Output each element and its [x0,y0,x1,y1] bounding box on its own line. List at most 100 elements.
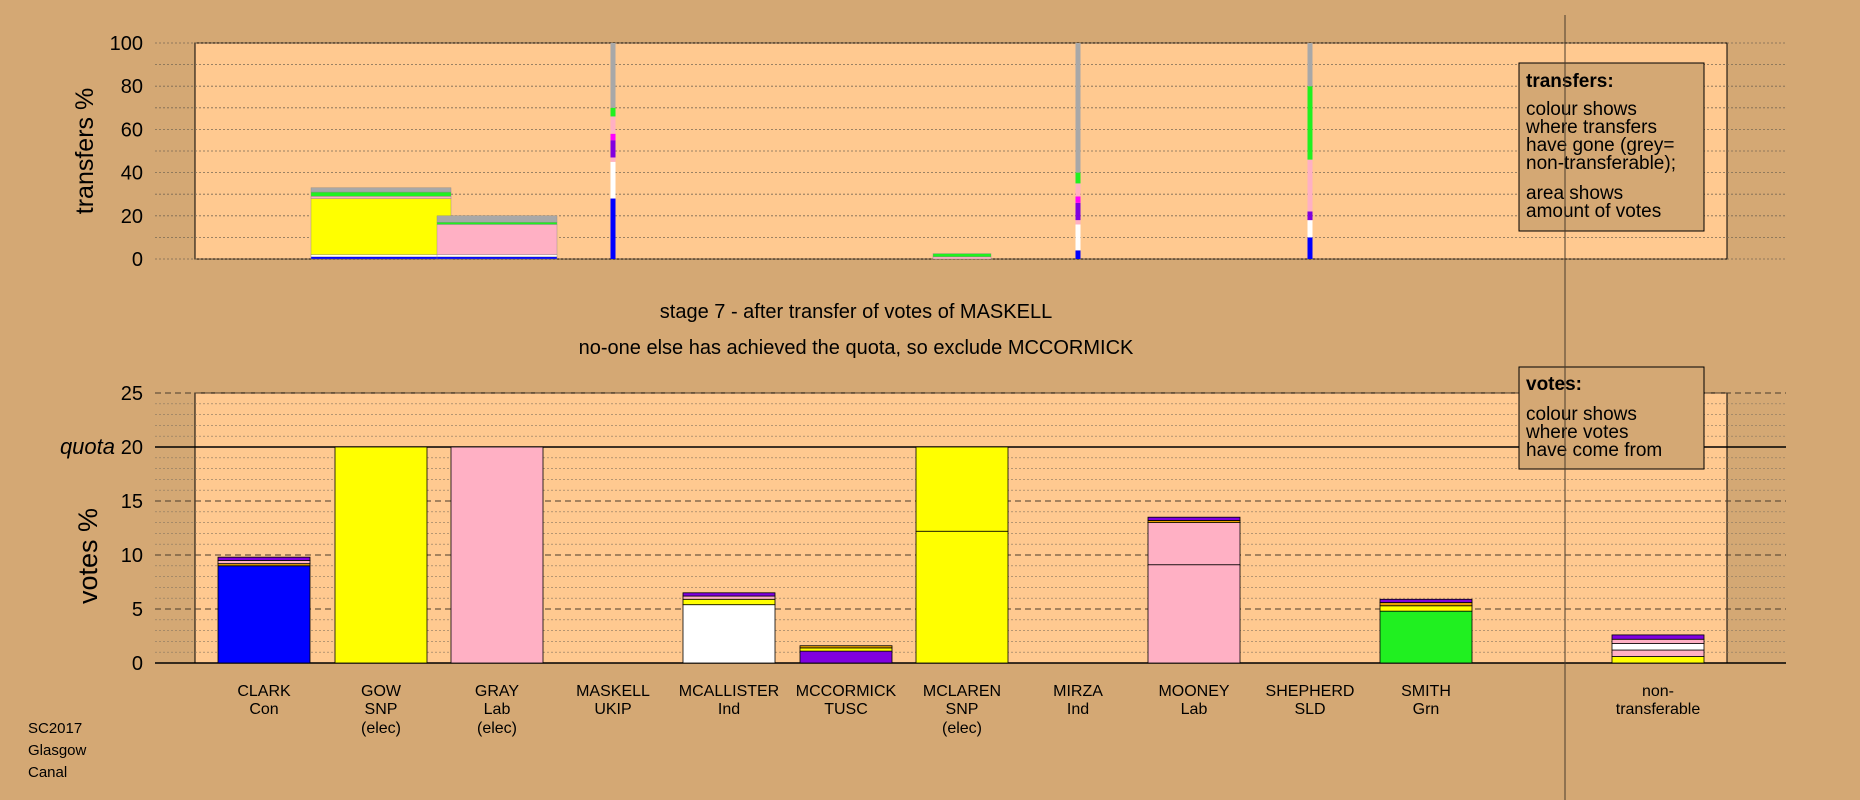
transfers-legend-title: transfers: [1526,71,1614,92]
transfer-bar-segment [310,254,452,258]
candidate-status-label: (elec) [942,720,982,737]
candidate-name-label: MOONEY [1158,683,1229,700]
exclusion-bar-segment [610,198,616,259]
votes-y-tick-label: 15 [121,491,143,513]
transfers-legend-line: amount of votes [1526,201,1661,222]
transfer-bar-segment [436,254,558,258]
candidate-party-label: SNP [365,701,398,718]
vote-bar-segment [682,604,776,664]
votes-y-axis-label: votes % [73,508,103,604]
exclusion-bar-segment [1307,159,1313,212]
vote-bar-segment [682,592,776,597]
exclusion-bar-segment [1075,202,1081,221]
transfers-y-tick-label: 100 [110,33,143,55]
nontransferable-bar-segment [1611,643,1705,651]
transfers-legend-line: area shows [1526,183,1623,204]
transfers-legend-line: non-transferable); [1526,153,1676,174]
vote-bar-segment [334,446,428,664]
vote-bar-segment [799,650,893,664]
votes-legend-line: have come from [1526,440,1662,461]
candidate-party-label: Lab [484,701,511,718]
exclusion-bar-segment [610,157,616,162]
candidate-party-label: Ind [1067,701,1089,718]
vote-bar-segment [799,647,893,652]
transfer-bar-segment [436,215,558,223]
vote-bar-segment [799,645,893,649]
vote-bar-segment [1379,610,1473,664]
exclusion-bar-segment [1307,237,1313,259]
candidate-name-label: MCLAREN [923,683,1001,700]
candidate-party-label: Con [249,701,278,718]
vote-bar-segment [1379,602,1473,607]
footer-line-2: Glasgow [28,742,87,759]
exclusion-bar-segment [1075,250,1081,259]
candidate-name-label: GOW [361,683,402,700]
exclusion-bar-segment [1075,220,1081,225]
transfers-legend-box [1518,62,1705,232]
vote-bar-segment [217,565,311,664]
exclusion-bar-segment [610,116,616,134]
transfer-bar-segment [436,256,558,260]
transfers-y-axis-label: transfers % [71,88,99,214]
vote-bar-segment [217,556,311,561]
candidate-party-label: Grn [1413,701,1440,718]
exclusion-bar-segment [1075,43,1081,173]
candidate-status-label: (elec) [361,720,401,737]
candidate-party-label: Lab [1181,701,1208,718]
votes-legend-box [1518,366,1705,470]
transfers-y-tick-label: 0 [132,249,143,271]
transfers-legend-line: colour shows [1526,99,1637,120]
votes-legend-line: colour shows [1526,404,1637,425]
transfers-legend-line: have gone (grey= [1526,135,1674,156]
candidate-name-label: CLARK [237,683,291,700]
vote-bar-segment [1379,605,1473,612]
nontransferable-bar-segment [1611,638,1705,644]
exclusion-bar-segment [610,107,616,117]
footer-line-1: SC2017 [28,720,82,737]
vote-bar-segment [1379,598,1473,603]
candidate-name-label: MASKELL [576,683,650,700]
exclusion-bar-segment [1075,224,1081,251]
exclusion-bar-segment [1075,196,1081,203]
votes-y-tick-label: 10 [121,545,143,567]
exclusion-bar-segment [1307,86,1313,160]
transfer-bar-segment [310,187,452,193]
nontransferable-bar-segment [1611,656,1705,664]
vote-bar-segment [450,446,544,664]
transfer-bar-segment [436,222,558,225]
candidate-status-label: (elec) [477,720,517,737]
votes-y-tick-label: 5 [132,599,143,621]
vote-bar-segment [915,446,1009,532]
footer: SC2017 Glasgow Canal [28,720,87,781]
transfer-bar-segment [310,256,452,260]
vote-bar-segment [1147,564,1241,664]
transfers-y-tick-label: 60 [121,119,143,141]
exclusion-bar-segment [1075,183,1081,197]
vote-bar-segment [682,595,776,600]
exclusion-bar-segment [1307,211,1313,221]
candidate-name-label: MCALLISTER [679,683,779,700]
votes-legend-line: where votes [1525,422,1628,443]
candidate-name-label: SHEPHERD [1266,683,1355,700]
exclusion-bar-segment [1307,220,1313,238]
nontransferable-bar-segment [1611,649,1705,657]
exclusion-bar-segment [610,43,616,108]
stage-subtitle: no-one else has achieved the quota, so e… [579,337,1134,359]
transfers-legend-line: where transfers [1525,117,1657,138]
transfer-bar-segment [436,224,558,255]
candidate-party-label: Ind [718,701,740,718]
stage-title: stage 7 - after transfer of votes of MAS… [660,301,1052,323]
candidate-party-label: SLD [1294,701,1325,718]
transfer-bar-segment [932,256,992,260]
nontransferable-label-line-1: non- [1642,683,1674,700]
transfers-y-tick-label: 80 [121,76,143,98]
candidate-name-label: MCCORMICK [796,683,897,700]
candidate-name-label: SMITH [1401,683,1451,700]
nontransferable-bar-segment [1611,634,1705,640]
transfers-panel: 0 20 40 60 80 100 transfers % transfers: colour … [71,33,1786,271]
votes-y-tick-label: 25 [121,383,143,405]
